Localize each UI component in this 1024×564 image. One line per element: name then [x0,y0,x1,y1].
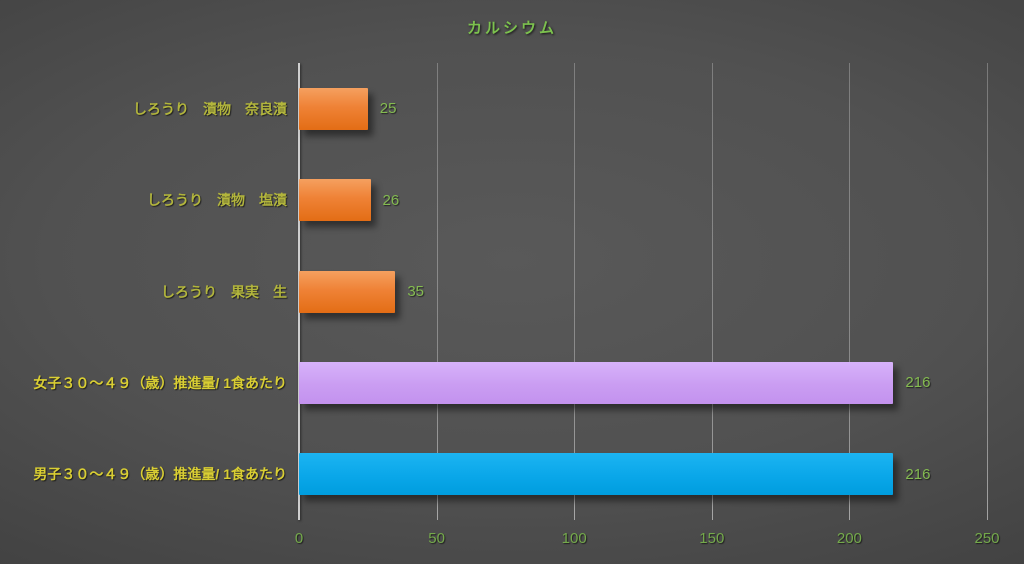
bar-blue [299,453,894,496]
bar-row: 25 [299,63,987,154]
bar-value-label: 25 [379,100,397,118]
category-label: しろうり 果実 生 [161,283,287,300]
bar-value-label: 26 [382,191,400,209]
category-row: 女子３０～４９（歳）推進量/ 1食あたり [0,337,287,428]
bar-row: 35 [299,246,987,337]
category-row: しろうり 漬物 塩漬 [0,154,287,245]
x-tick-label: 0 [294,530,304,547]
bars-layer: 25 26 35 216 216 [299,63,987,520]
x-tick-label: 250 [974,530,1000,547]
category-label: 男子３０～４９（歳）推進量/ 1食あたり [33,466,287,483]
gridline [711,63,713,520]
category-label: しろうり 漬物 奈良漬 [133,100,287,117]
category-axis: しろうり 漬物 奈良漬しろうり 漬物 塩漬しろうり 果実 生女子３０～４９（歳）… [0,63,287,520]
x-tick-label: 50 [428,530,445,547]
bar-orange [299,87,368,130]
gridline [436,63,438,520]
category-row: しろうり 果実 生 [0,246,287,337]
bar-row: 216 [299,337,987,428]
category-label: 女子３０～４９（歳）推進量/ 1食あたり [33,374,287,391]
bar-orange [299,179,371,222]
x-tick-label: 200 [836,530,862,547]
bar-value-label: 216 [905,374,931,392]
gridline [849,63,851,520]
value-axis: 0 50 100 150 200 250 [295,530,1000,554]
x-tick-label: 100 [561,530,587,547]
category-label: しろうり 漬物 塩漬 [147,192,287,209]
plot-area: 25 26 35 216 216 [298,63,988,520]
x-tick-label: 150 [699,530,725,547]
bar-orange [299,270,396,313]
bar-row: 216 [299,429,987,520]
category-row: しろうり 漬物 奈良漬 [0,63,287,154]
bar-purple [299,361,894,404]
gridline [574,63,576,520]
bar-value-label: 35 [407,283,424,301]
bar-value-label: 216 [905,465,931,483]
chart-title: カルシウム [466,20,557,37]
bar-row: 26 [299,154,987,245]
category-row: 男子３０～４９（歳）推進量/ 1食あたり [0,429,287,520]
gridline [987,63,988,520]
